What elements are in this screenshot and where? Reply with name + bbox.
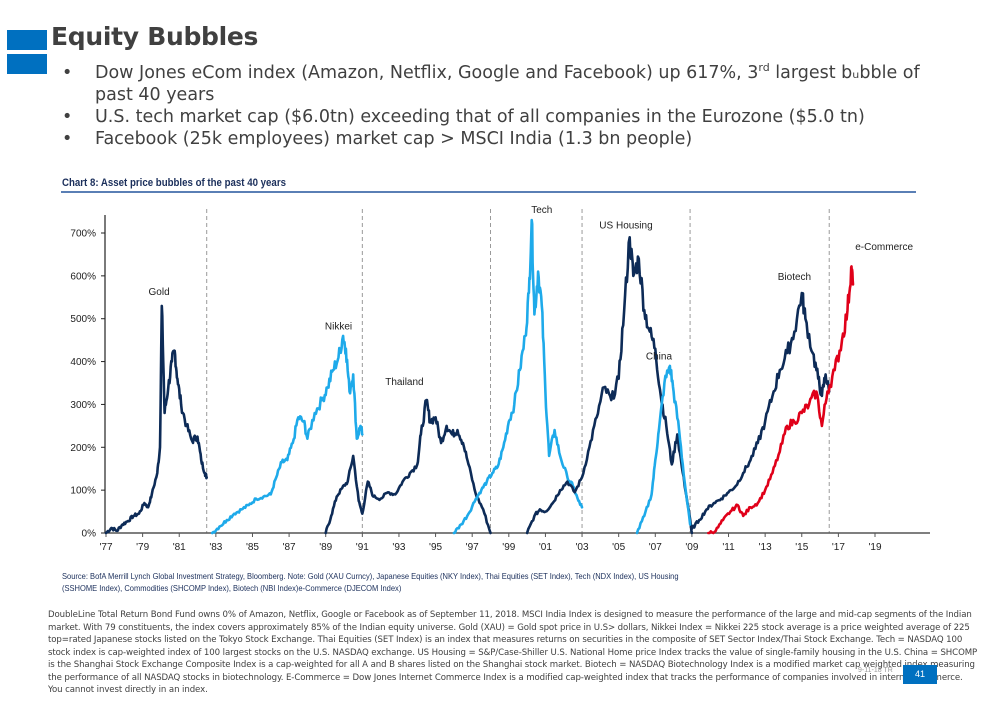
chart-axes: 0% 100% 200% 300% 400% 500% 600% 700% '77 '79 '81 '…: [70, 215, 930, 553]
disclaimer-text: DoubleLine Total Return Bond Fund owns 0…: [48, 610, 978, 695]
bubble-chart: 0% 100% 200% 300% 400% 500% 600% 700% '77 '79 '81 '…: [70, 205, 930, 553]
series-line-tech: [452, 218, 584, 535]
series-label-e-commerce: e-Commerce: [855, 242, 913, 253]
x-tick-label: '03: [576, 542, 589, 553]
y-tick-label: 500%: [70, 314, 96, 325]
x-tick-label: '17: [832, 542, 845, 553]
y-tick-label: 600%: [70, 271, 96, 282]
slide-title: Equity Bubbles: [51, 22, 259, 51]
bullet-list: Dow Jones eCom index (Amazon, Netflix, G…: [62, 62, 962, 150]
x-tick-label: '93: [392, 542, 405, 553]
x-tick-label: '85: [246, 542, 259, 553]
x-tick-label: '95: [429, 542, 442, 553]
x-tick-label: '09: [685, 542, 698, 553]
x-tick-label: '07: [649, 542, 662, 553]
bullet-item: U.S. tech market cap ($6.0tn) exceeding …: [62, 106, 962, 128]
series-line-china: [635, 364, 692, 535]
series-label-thailand: Thailand: [385, 377, 423, 388]
x-tick-label: '91: [356, 542, 369, 553]
series-line-biotech: [690, 291, 831, 531]
y-tick-label: 400%: [70, 357, 96, 368]
x-tick-label: '19: [868, 542, 881, 553]
date-stamp: 9-11-18 TR: [858, 667, 893, 674]
x-tick-label: '79: [136, 542, 149, 553]
x-tick-label: '81: [173, 542, 186, 553]
y-tick-label: 200%: [70, 443, 96, 454]
x-tick-label: '15: [795, 542, 808, 553]
chart-series: [104, 218, 855, 535]
series-label-us-housing: US Housing: [599, 221, 652, 232]
bullet-item: Dow Jones eCom index (Amazon, Netflix, G…: [62, 62, 962, 106]
series-label-nikkei: Nikkei: [325, 321, 352, 332]
x-tick-label: '77: [99, 542, 112, 553]
chart-source: Source: BofA Merrill Lynch Global Invest…: [62, 572, 679, 593]
series-line-gold: [104, 304, 208, 535]
x-tick-label: '11: [722, 542, 735, 553]
series-label-china: China: [646, 351, 673, 362]
logo-block-bottom: [7, 54, 47, 74]
x-tick-label: '05: [612, 542, 625, 553]
x-tick-label: '89: [319, 542, 332, 553]
x-tick-label: '01: [539, 542, 552, 553]
chart-title-rule: [61, 191, 916, 193]
x-tick-label: '99: [502, 542, 515, 553]
series-line-thailand: [324, 398, 492, 535]
x-tick-label: '13: [759, 542, 772, 553]
series-labels: Gold Nikkei Thailand Tech US Housing China Bio…: [149, 205, 914, 388]
y-tick-label: 0%: [82, 529, 97, 540]
page-number-badge: 41: [903, 665, 937, 684]
x-tick-label: '97: [466, 542, 479, 553]
series-label-gold: Gold: [149, 287, 170, 298]
series-label-tech: Tech: [531, 205, 552, 216]
y-tick-label: 700%: [70, 229, 96, 240]
y-tick-label: 100%: [70, 486, 96, 497]
bullet-item: Facebook (25k employees) market cap > MS…: [62, 128, 962, 150]
y-tick-label: 300%: [70, 400, 96, 411]
logo-block-top: [7, 30, 47, 50]
series-line-us-housing: [525, 235, 694, 535]
x-tick-label: '83: [209, 542, 222, 553]
series-line-e-commerce: [707, 265, 855, 535]
chart-title: Chart 8: Asset price bubbles of the past…: [62, 177, 286, 189]
series-line-nikkei: [210, 334, 364, 535]
x-tick-label: '87: [283, 542, 296, 553]
series-label-biotech: Biotech: [778, 272, 811, 283]
